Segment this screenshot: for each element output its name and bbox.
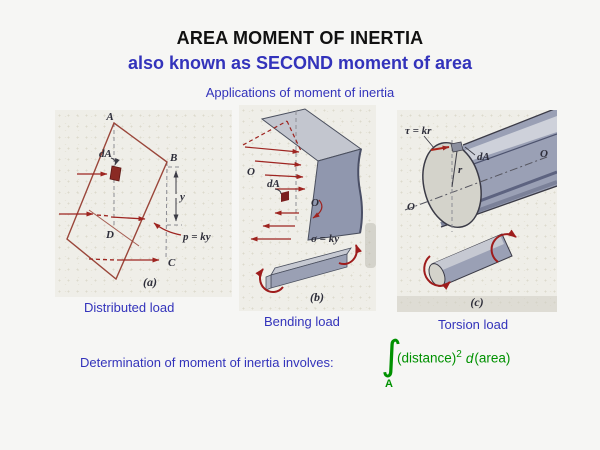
integral-subscript: A [385, 378, 393, 390]
label-dA: dA [99, 148, 112, 160]
sublabel-a: (a) [143, 275, 157, 289]
label-sigma-ky: σ = ky [311, 233, 339, 245]
footer-lead-text: Determination of moment of inertia invol… [80, 355, 334, 370]
bent-beam [255, 244, 362, 294]
label-tau-kr: τ = kr [405, 125, 432, 137]
bending-load-diagram: O dA O σ = ky (b) [242, 108, 376, 304]
dA-element [109, 165, 122, 182]
dA-element [281, 191, 289, 202]
formula-term-distance: (distance) [397, 350, 457, 366]
figure-distributed-load: A B C D dA y p = ky (a) [55, 110, 232, 297]
dA-pointer [110, 157, 120, 166]
block-front-face [307, 148, 363, 241]
figure-bending-load: O dA O σ = ky (b) [239, 105, 376, 311]
sublabel-b: (b) [310, 290, 324, 304]
label-D: D [105, 229, 114, 241]
label-O-left: O [247, 166, 255, 178]
formula-differential: d [465, 350, 474, 366]
label-dA: dA [477, 151, 490, 163]
dA-pointer [464, 146, 476, 156]
figure-torsion-load: τ = kr dA O r O (c) [397, 110, 557, 312]
label-C: C [168, 257, 176, 269]
label-y: y [178, 191, 185, 203]
label-O-right: O [540, 148, 548, 160]
dA-pointer [274, 188, 282, 195]
formula-expression: (distance)2 d(area) [397, 349, 510, 366]
integral-sign: ∫ [381, 333, 402, 379]
scan-shadow-band [397, 296, 557, 312]
label-O-axis: O [311, 197, 319, 209]
applications-caption: Applications of moment of inertia [205, 85, 395, 100]
block-torn-edge [357, 148, 363, 234]
slide-subtitle: also known as SECOND moment of area [127, 53, 473, 73]
label-p-ky: p = ky [182, 231, 211, 243]
axis-OO [404, 156, 548, 211]
scan-smudge [365, 223, 376, 268]
label-r: r [458, 164, 463, 176]
dA-element [450, 141, 464, 153]
sublabel-c: (c) [470, 295, 483, 309]
plate-outline [66, 121, 168, 281]
formula-exponent: 2 [456, 349, 462, 360]
label-O-left: O [407, 201, 415, 213]
twisted-shaft [423, 229, 517, 290]
radius-line [451, 150, 458, 188]
label-B: B [169, 152, 177, 164]
label-A: A [105, 111, 113, 123]
formula-term-area: (area) [474, 350, 511, 366]
torsion-load-diagram: τ = kr dA O r O (c) [397, 110, 557, 312]
bending-load-caption: Bending load [264, 314, 340, 329]
distributed-load-diagram: A B C D dA y p = ky (a) [59, 111, 211, 289]
tau-pointer [423, 135, 435, 149]
label-dA: dA [267, 178, 280, 190]
pressure-arrows [59, 171, 182, 263]
construction-dashes [113, 123, 182, 261]
distributed-load-caption: Distributed load [84, 300, 175, 315]
slide-title: AREA MOMENT OF INERTIA [176, 28, 424, 48]
bending-stress-arrows [242, 120, 323, 242]
plate-midline [88, 209, 140, 247]
torsion-load-caption: Torsion load [438, 317, 509, 332]
shear-arrow [430, 145, 450, 151]
